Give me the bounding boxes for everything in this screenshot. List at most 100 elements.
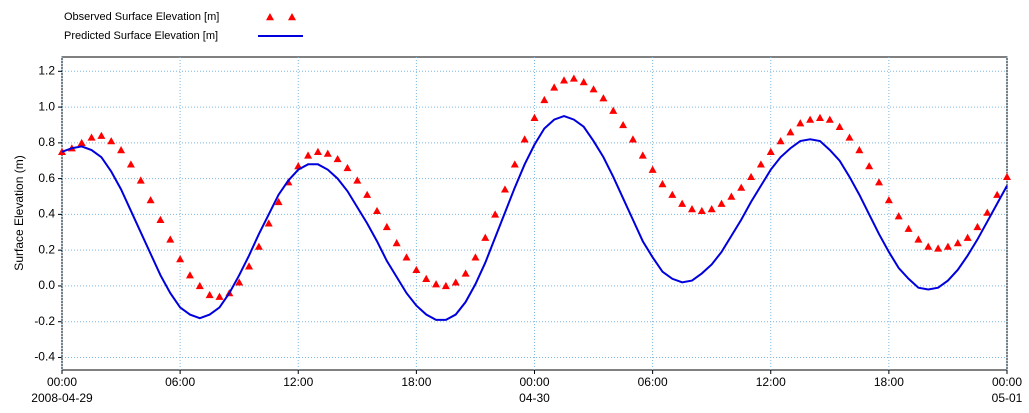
observed-point [579, 78, 588, 86]
observed-point [835, 122, 844, 130]
y-axis-label: Surface Elevation (m) [12, 155, 26, 270]
observed-point [500, 185, 509, 193]
y-tick-label: -0.4 [34, 350, 55, 364]
observed-point [569, 74, 578, 82]
observed-point [353, 176, 362, 184]
observed-point [924, 242, 933, 250]
y-tick-label: 0.2 [38, 242, 55, 256]
x-tick-label: 06:00 [638, 375, 668, 389]
observed-point [786, 128, 795, 136]
predicted-line [61, 114, 1008, 321]
legend-label: Predicted Surface Elevation [m] [64, 30, 218, 42]
observed-point [510, 160, 519, 168]
observed-point [993, 190, 1002, 198]
legend-label: Observed Surface Elevation [m] [64, 11, 219, 23]
observed-point [953, 239, 962, 247]
observed-point [747, 172, 756, 181]
observed-point [146, 196, 155, 204]
observed-point [274, 197, 283, 206]
observed-point [254, 242, 263, 250]
observed-point [894, 212, 903, 220]
observed-point [530, 113, 539, 122]
x-tick-label: 00:00 [519, 375, 549, 389]
observed-point [185, 271, 194, 279]
observed-point [195, 281, 204, 290]
observed-point [934, 244, 943, 252]
observed-point [865, 162, 874, 170]
observed-point [313, 147, 322, 155]
observed-point [373, 206, 381, 215]
observed-point [973, 222, 982, 231]
observed-point [550, 83, 559, 91]
observed-point [491, 210, 500, 218]
observed-point [77, 138, 86, 147]
observed-point [402, 253, 411, 261]
observed-point [87, 133, 96, 141]
observed-point [609, 106, 618, 114]
observed-point [117, 146, 126, 154]
observed-point [963, 233, 972, 241]
observed-point [815, 113, 824, 122]
observed-point [136, 176, 145, 184]
observed-point [825, 115, 834, 123]
observed-point [156, 215, 165, 223]
observed-point [176, 255, 185, 263]
observed-point [845, 133, 854, 141]
observed-point [235, 278, 244, 286]
observed-point [648, 165, 657, 173]
observed-point [806, 115, 815, 123]
observed-point [658, 179, 667, 188]
x-tick-label: 00:00 [47, 375, 77, 389]
observed-point [678, 199, 687, 207]
y-tick-label: 1.2 [38, 63, 55, 77]
observed-point [619, 120, 628, 129]
observed-point [983, 208, 992, 216]
x-tick-label: 00:00 [992, 375, 1022, 389]
observed-point [727, 192, 736, 200]
x-tick-label: 06:00 [165, 375, 195, 389]
observed-point [97, 131, 106, 139]
x-tick-label: 18:00 [874, 375, 904, 389]
observed-point [441, 281, 450, 290]
y-tick-label: -0.2 [34, 314, 55, 328]
observed-point [432, 280, 441, 288]
y-tick-label: 0.8 [38, 135, 55, 149]
x-tick-sublabel: 2008-04-29 [31, 391, 93, 405]
observed-point [461, 269, 470, 277]
x-tick-label: 18:00 [401, 375, 431, 389]
y-tick-label: 0.4 [38, 207, 55, 221]
observed-point [855, 146, 864, 154]
observed-point [717, 199, 726, 207]
observed-point [215, 292, 224, 300]
grid: -0.4 -0.2 0.0 0.2 0.4 0.6 0.8 1.0 1.2 00:00 2008-0… [31, 57, 1023, 405]
observed-point [756, 160, 765, 168]
observed-point [766, 147, 775, 155]
observed-point [560, 76, 569, 84]
observed-point [914, 235, 923, 243]
y-tick-label: 0.0 [38, 278, 55, 292]
observed-point [904, 224, 913, 232]
observed-point [1003, 172, 1011, 181]
observed-point [264, 219, 273, 227]
x-tick-label: 12:00 [283, 375, 313, 389]
observed-point [707, 205, 716, 213]
legend-marker [266, 13, 274, 21]
observed-point [333, 154, 342, 163]
observed-point [126, 160, 135, 168]
x-tick-sublabel: 05-01 [992, 391, 1023, 405]
observed-point [471, 253, 480, 261]
observed-point [166, 235, 175, 243]
legend: Observed Surface Elevation [m] Predicted … [64, 11, 303, 42]
observed-point [481, 233, 490, 241]
y-tick-label: 0.6 [38, 171, 55, 185]
observed-point [697, 206, 706, 215]
marks [58, 74, 1011, 321]
observed-point [107, 137, 116, 145]
observed-point [304, 151, 313, 159]
observed-point [875, 178, 884, 186]
observed-point [382, 222, 391, 231]
observed-point [392, 239, 401, 247]
y-tick-label: 1.0 [38, 99, 55, 113]
observed-point [638, 151, 647, 159]
observed-point [776, 137, 785, 145]
